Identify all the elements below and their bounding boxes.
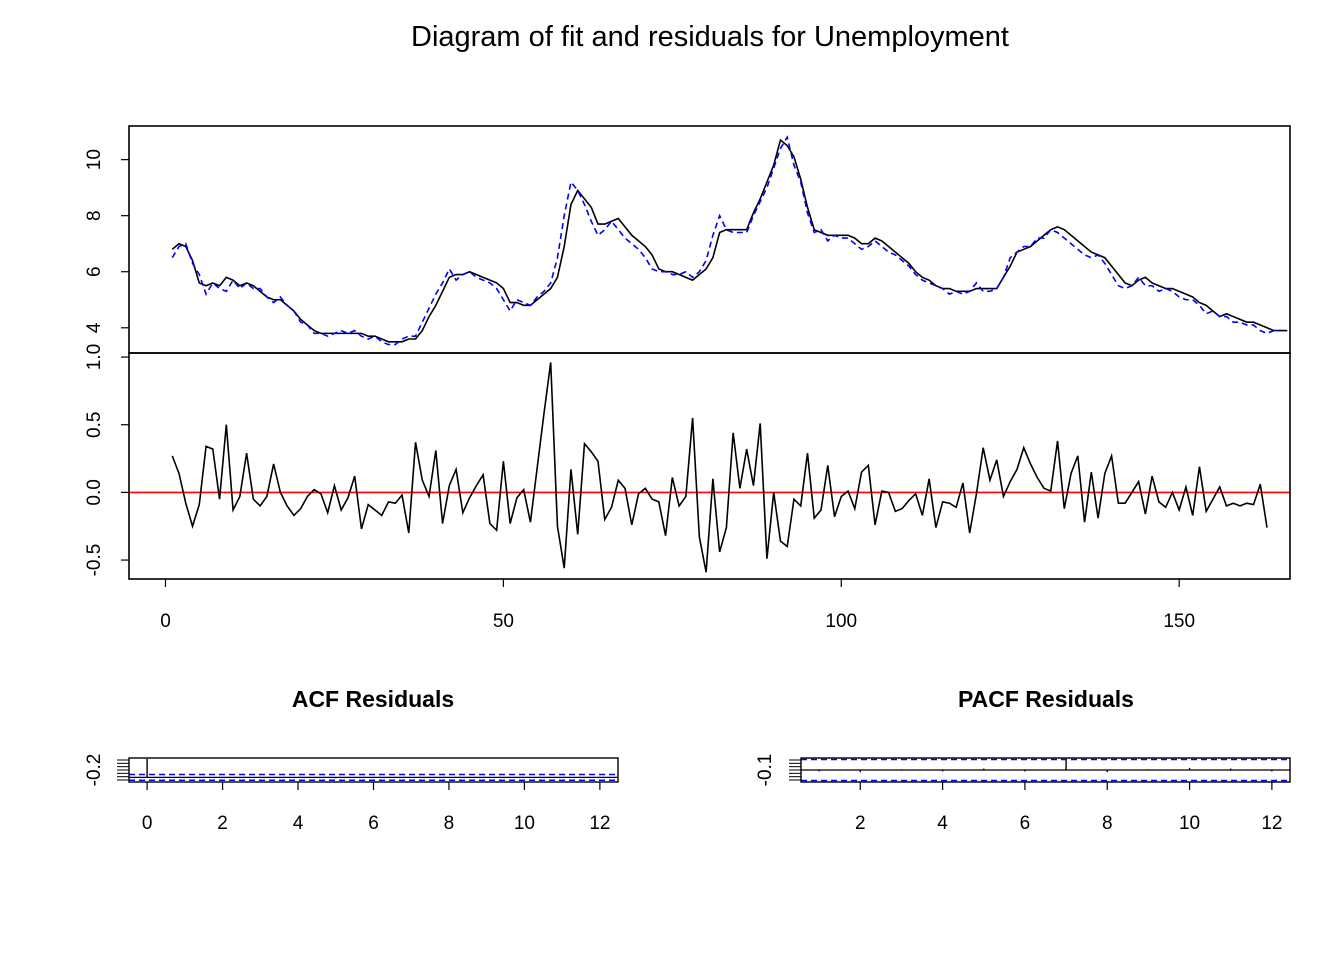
pacf-x-tick-label: 4 bbox=[937, 813, 948, 834]
pacf-series bbox=[801, 758, 1290, 782]
pacf-x-tick-label: 2 bbox=[855, 813, 866, 834]
pacf-x-tick-label: 6 bbox=[1020, 813, 1031, 834]
residuals-line bbox=[171, 362, 1268, 573]
acf-y-axis: -0.2 bbox=[84, 754, 129, 787]
fit-y-axis: 4 6 8 10 bbox=[84, 149, 129, 333]
residuals-y-tick-label: 0.5 bbox=[84, 412, 105, 438]
acf-x-tick-label: 2 bbox=[217, 813, 228, 834]
pacf-panel-frame bbox=[800, 757, 1291, 783]
residuals-x-tick-label: 0 bbox=[160, 611, 171, 632]
pacf-panel: PACF Residuals 2 4 6 8 10 12 -0.1 bbox=[755, 686, 1291, 834]
residuals-panel-frame bbox=[128, 352, 1291, 580]
residuals-series bbox=[129, 362, 1290, 573]
acf-x-tick-label: 8 bbox=[444, 813, 455, 834]
residuals-y-tick-label: 1.0 bbox=[84, 344, 105, 370]
acf-y-tick-label: -0.2 bbox=[84, 754, 105, 787]
fit-y-tick-label: 8 bbox=[84, 210, 105, 221]
pacf-x-tick-label: 10 bbox=[1179, 813, 1200, 834]
pacf-y-tick-label: -0.1 bbox=[755, 754, 776, 787]
acf-x-tick-label: 0 bbox=[142, 813, 153, 834]
fit-y-tick-label: 6 bbox=[84, 266, 105, 277]
pacf-title: PACF Residuals bbox=[958, 686, 1134, 712]
residuals-x-axis: 0 50 100 150 bbox=[160, 579, 1195, 632]
residuals-y-axis: -0.5 0.0 0.5 1.0 bbox=[84, 344, 129, 577]
figure-title: Diagram of fit and residuals for Unemplo… bbox=[411, 21, 1009, 53]
acf-series bbox=[129, 758, 618, 781]
fit-y-tick-label: 10 bbox=[84, 149, 105, 170]
pacf-x-tick-label: 12 bbox=[1261, 813, 1282, 834]
residuals-y-tick-label: -0.5 bbox=[84, 544, 105, 577]
acf-panel-frame bbox=[128, 757, 619, 783]
acf-title: ACF Residuals bbox=[292, 686, 454, 712]
residuals-x-tick-label: 100 bbox=[825, 611, 857, 632]
acf-x-tick-label: 4 bbox=[293, 813, 304, 834]
acf-x-tick-label: 12 bbox=[589, 813, 610, 834]
residuals-y-tick-label: 0.0 bbox=[84, 479, 105, 505]
pacf-x-tick-label: 8 bbox=[1102, 813, 1113, 834]
pacf-x-axis: 2 4 6 8 10 12 bbox=[855, 782, 1282, 834]
residuals-x-tick-label: 50 bbox=[493, 611, 514, 632]
acf-x-axis: 0 2 4 6 8 10 12 bbox=[142, 782, 610, 834]
fit-y-tick-label: 4 bbox=[84, 322, 105, 333]
residuals-panel: -0.5 0.0 0.5 1.0 0 50 100 150 bbox=[84, 344, 1291, 632]
pacf-y-axis: -0.1 bbox=[755, 754, 801, 787]
fit-series bbox=[171, 135, 1288, 346]
acf-panel: ACF Residuals 0 2 4 6 8 10 12 -0.2 bbox=[84, 686, 619, 834]
residuals-x-tick-label: 150 bbox=[1163, 611, 1195, 632]
fit-series-line-2 bbox=[171, 135, 1281, 346]
acf-x-tick-label: 10 bbox=[514, 813, 535, 834]
fit-series-line-1 bbox=[171, 138, 1288, 343]
acf-x-tick-label: 6 bbox=[368, 813, 379, 834]
